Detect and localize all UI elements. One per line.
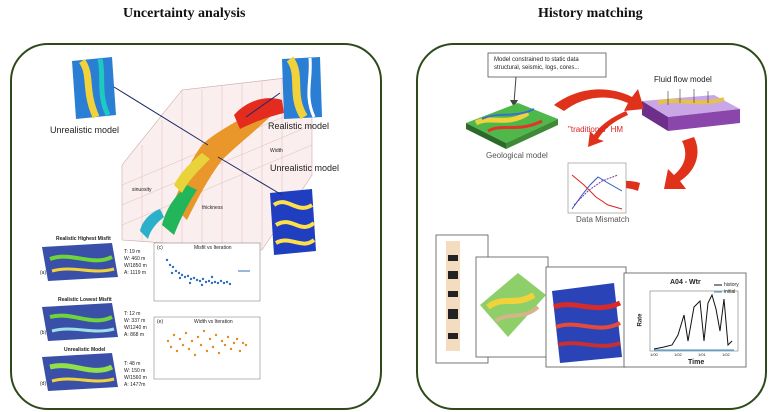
history-graphics xyxy=(435,52,747,368)
map-stat-a-2: W/1850 m xyxy=(124,263,147,269)
map-title-a: Realistic Highest Misfit xyxy=(56,236,111,242)
label-fluid-flow: Fluid flow model xyxy=(654,75,712,84)
model-snapshot-stack xyxy=(435,234,747,368)
width-chart xyxy=(153,316,261,380)
label-traditional-hm: "traditional" HM xyxy=(568,125,624,134)
map-stat-d-2: W/1560 m xyxy=(124,375,147,381)
geological-model-image xyxy=(466,103,558,149)
rate-ylabel: Rate xyxy=(637,313,644,327)
map-stat-b-3: A: 868 m xyxy=(124,332,145,338)
axis-width-label: Width xyxy=(270,148,283,154)
chart-tag-c: (c) xyxy=(157,245,163,251)
map-tag-a: (a) xyxy=(40,270,47,276)
uncertainty-panel: Unrealistic model Realistic model Unreal… xyxy=(10,43,382,410)
map-title-b: Realistic Lowest Misfit xyxy=(58,297,112,303)
callout-box xyxy=(487,52,607,78)
rate-tick-2: 1/01 xyxy=(698,352,706,357)
chart-title-e: Width vs Iteration xyxy=(194,319,233,325)
history-series-line xyxy=(653,293,733,350)
label-data-mismatch: Data Mismatch xyxy=(576,215,630,224)
rate-xlabel: Time xyxy=(688,359,705,366)
map-tag-b: (b) xyxy=(40,330,47,336)
data-mismatch-chart xyxy=(567,162,627,214)
misfit-chart xyxy=(153,242,261,302)
map-stat-d-1: W: 150 m xyxy=(124,368,146,374)
misfit-maps xyxy=(42,243,118,391)
rate-chart-title: A04 - Wtr xyxy=(670,279,701,286)
map-stat-a-1: W: 460 m xyxy=(124,256,146,262)
title-uncertainty: Uncertainty analysis xyxy=(123,6,246,21)
map-stat-d-3: A: 1477m xyxy=(124,382,146,388)
map-tag-d: (d) xyxy=(40,381,47,387)
map-stat-a-3: A: 1119 m xyxy=(124,270,147,276)
realistic-map xyxy=(282,56,322,120)
legend-initial: initial xyxy=(724,289,736,295)
label-unrealistic-top: Unrealistic model xyxy=(50,125,120,135)
rate-tick-3: 1/02 xyxy=(722,352,730,357)
fluid-flow-model-image xyxy=(642,89,740,131)
axis-sinuosity-label: sinuosity xyxy=(132,187,152,193)
label-realistic: Realistic model xyxy=(268,121,330,131)
map-stat-b-2: W/1240 m xyxy=(124,325,147,331)
axis-thickness-label: thickness xyxy=(202,205,223,211)
map-stat-b-0: T: 12 m xyxy=(124,311,141,317)
label-geological: Geological model xyxy=(486,151,548,160)
title-history: History matching xyxy=(538,6,643,21)
rate-tick-0: 1/00 xyxy=(650,352,658,357)
unrealistic-map-right xyxy=(270,189,316,255)
uncertainty-graphics xyxy=(42,56,322,391)
label-unrealistic-right: Unrealistic model xyxy=(270,163,340,173)
parameter-space-plot xyxy=(121,74,313,251)
map-stat-a-0: T: 19 m xyxy=(124,249,141,255)
history-panel: Model constrained to static data structu… xyxy=(416,43,767,410)
map-stat-d-0: T: 48 m xyxy=(124,361,141,367)
map-title-d: Unrealistic Model xyxy=(64,347,106,353)
legend-history: history xyxy=(724,282,739,288)
chart-tag-e: (e) xyxy=(157,319,164,325)
callout-line-1: Model constrained to static data xyxy=(494,57,579,63)
map-stat-b-1: W: 337 m xyxy=(124,318,146,324)
unrealistic-map-top xyxy=(72,57,116,119)
chart-title-c: Misfit vs Iteration xyxy=(194,245,232,251)
rate-tick-1: 1/02 xyxy=(674,352,682,357)
callout-line-2: structural, seismic, logs, cores... xyxy=(494,65,580,71)
